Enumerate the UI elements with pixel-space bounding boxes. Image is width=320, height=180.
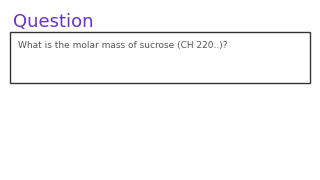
Text: Question: Question	[13, 13, 93, 31]
Text: What is the molar mass of sucrose (CH 220..)?: What is the molar mass of sucrose (CH 22…	[18, 41, 227, 50]
FancyBboxPatch shape	[10, 32, 310, 83]
